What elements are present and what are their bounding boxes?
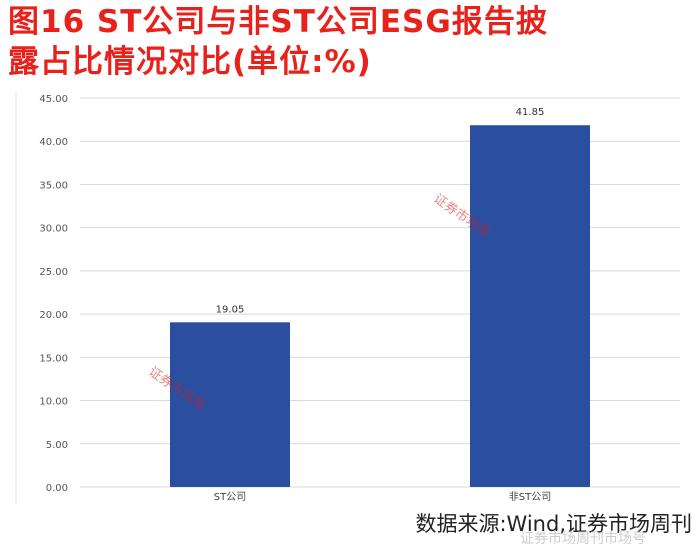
y-tick-label: 40.00 [39, 137, 68, 148]
y-tick-label: 45.00 [39, 94, 68, 105]
y-tick-label: 15.00 [39, 353, 68, 364]
y-tick-label: 20.00 [39, 310, 68, 321]
y-tick-label: 5.00 [46, 440, 68, 451]
y-tick-label: 25.00 [39, 267, 68, 278]
x-tick-label: 非ST公司 [509, 491, 551, 503]
source-note: 数据来源:Wind,证券市场周刊 [415, 512, 692, 536]
bar [470, 125, 590, 487]
title-line-1: 图16 ST公司与非ST公司ESG报告披 [8, 4, 548, 40]
bar [170, 322, 290, 487]
y-tick-label: 10.00 [39, 397, 68, 408]
data-label: 41.85 [516, 107, 545, 118]
bar-chart: 0.00 5.00 10.00 15.00 20.00 25.00 30.00 35.00 40… [15, 92, 680, 505]
chart-title: 图16 ST公司与非ST公司ESG报告披 露占比情况对比(单位:%) [8, 2, 698, 82]
data-label: 19.05 [216, 304, 245, 315]
title-line-2: 露占比情况对比(单位:%) [8, 44, 372, 80]
footer-watermark: 证券市场周刊市场号 [520, 531, 646, 547]
x-tick-label: ST公司 [214, 492, 246, 503]
y-tick-label: 0.00 [46, 483, 68, 494]
y-tick-label: 30.00 [39, 224, 68, 235]
y-tick-label: 35.00 [39, 180, 68, 191]
